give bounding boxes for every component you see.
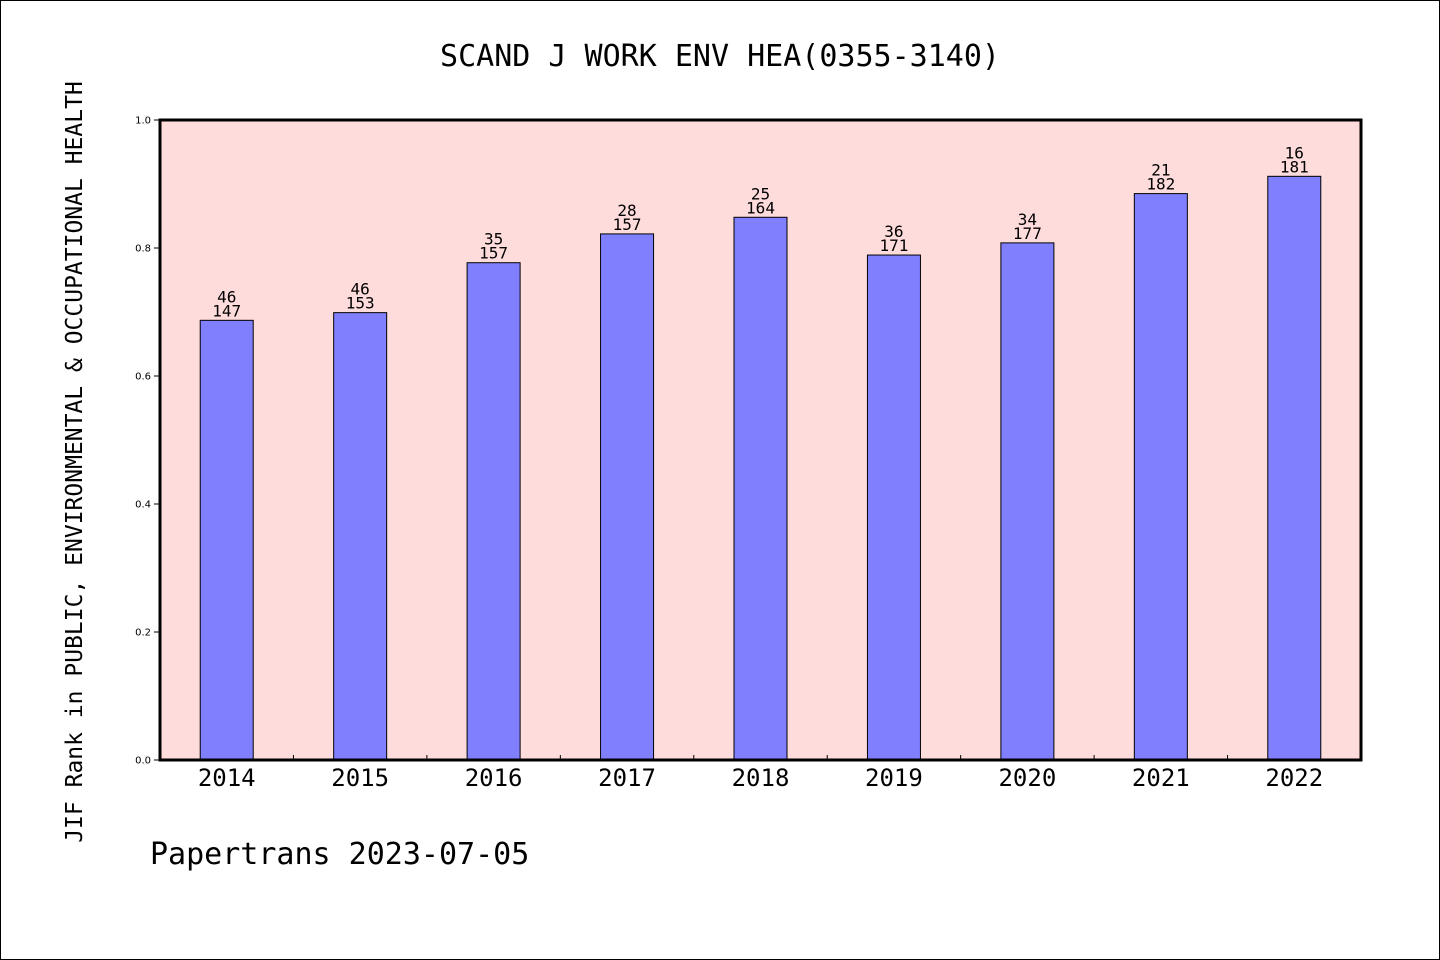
bar-total-label-2022: 181 <box>1280 157 1309 176</box>
bar-rank-label-2018: 25 <box>751 184 770 203</box>
y-tick-label-0.8: 0.8 <box>135 244 151 255</box>
bar-rank-label-2020: 34 <box>1018 210 1037 229</box>
bar-total-label-2016: 157 <box>479 244 508 263</box>
y-tick-label-0.4: 0.4 <box>135 500 151 511</box>
bar-2020 <box>1000 242 1055 761</box>
bar-total-label-2015: 153 <box>346 294 375 313</box>
bar-2021 <box>1133 193 1188 761</box>
bar-rank-label-2017: 28 <box>617 201 636 220</box>
y-ticks-group: 0.0 0.2 0.4 0.6 0.8 1.0 <box>135 116 160 767</box>
y-tick-label-0.0: 0.0 <box>135 756 151 767</box>
bar-2018 <box>733 216 788 761</box>
x-tick-label-2017: 2017 <box>598 764 656 792</box>
x-tick-label-2018: 2018 <box>732 764 790 792</box>
bar-rank-label-2021: 21 <box>1151 161 1170 180</box>
bar-rank-label-2016: 35 <box>484 230 503 249</box>
x-tick-label-2016: 2016 <box>465 764 523 792</box>
x-tick-label-2022: 2022 <box>1265 764 1323 792</box>
x-ticks-group: 2014 2015 2016 2017 2018 2019 2020 2021 2022 <box>198 755 1323 792</box>
bar-total-label-2021: 182 <box>1146 175 1175 194</box>
bar-total-label-2017: 157 <box>613 215 642 234</box>
x-tick-label-2014: 2014 <box>198 764 256 792</box>
x-tick-label-2015: 2015 <box>331 764 389 792</box>
y-axis-label: JIF Rank in PUBLIC, ENVIRONMENTAL & OCCU… <box>62 81 88 843</box>
x-tick-label-2020: 2020 <box>998 764 1056 792</box>
bar-2019 <box>866 254 921 761</box>
bar-2017 <box>600 233 655 761</box>
y-tick-label-1.0: 1.0 <box>135 116 151 127</box>
footer-credit: Papertrans 2023-07-05 <box>150 837 529 872</box>
bar-total-label-2018: 164 <box>746 198 775 217</box>
chart-title: SCAND J WORK ENV HEA(0355-3140) <box>440 39 1000 74</box>
bar-total-label-2014: 147 <box>212 301 241 320</box>
bar-rank-label-2019: 36 <box>884 222 903 241</box>
y-tick-label-0.2: 0.2 <box>135 628 151 639</box>
bar-2016 <box>466 262 521 761</box>
x-tick-label-2021: 2021 <box>1132 764 1190 792</box>
bar-2015 <box>333 312 388 761</box>
y-tick-label-0.6: 0.6 <box>135 372 151 383</box>
x-tick-label-2019: 2019 <box>865 764 923 792</box>
bar-total-label-2020: 177 <box>1013 224 1042 243</box>
bar-2014 <box>199 319 254 761</box>
bar-rank-label-2015: 46 <box>351 280 370 299</box>
plot-border <box>158 118 1363 762</box>
bar-total-label-2019: 171 <box>879 236 908 255</box>
bar-rank-label-2022: 16 <box>1285 143 1304 162</box>
bar-rank-label-2014: 46 <box>217 287 236 306</box>
bar-2022 <box>1267 175 1322 761</box>
